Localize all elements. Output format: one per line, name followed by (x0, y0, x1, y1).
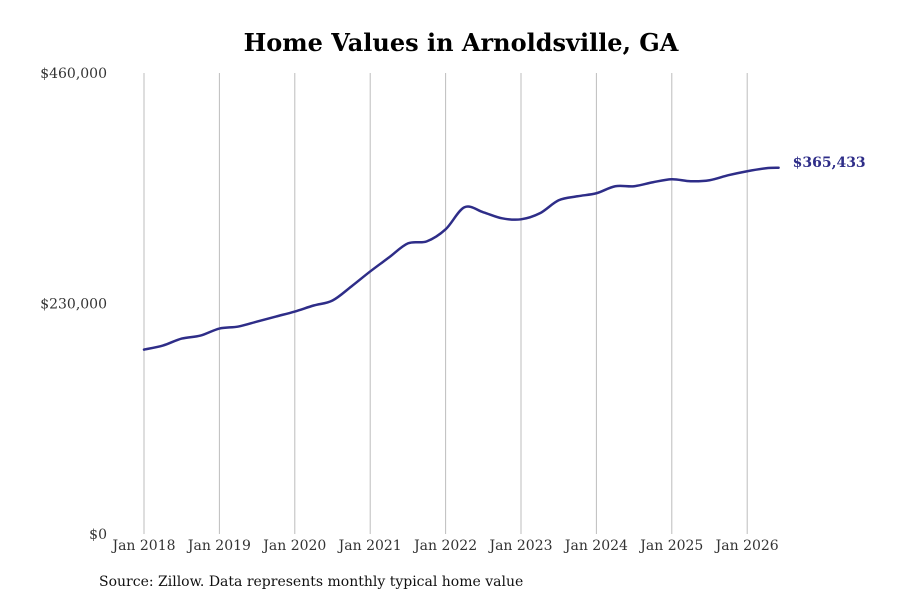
x-tick-label: Jan 2025 (638, 538, 703, 554)
x-tick-label: Jan 2019 (186, 538, 251, 554)
x-axis: Jan 2018 Jan 2019 Jan 2020 Jan 2021 Jan 2022… (110, 538, 778, 554)
chart-title: Home Values in Arnoldsville, GA (243, 28, 679, 57)
source-note: Source: Zillow. Data represents monthly … (99, 574, 524, 590)
x-tick-label: Jan 2020 (261, 538, 326, 554)
series-line (142, 166, 780, 351)
y-tick-label: $230,000 (40, 297, 107, 313)
x-tick-label: Jan 2018 (110, 538, 175, 554)
y-axis: $0 $230,000 $460,000 (40, 66, 107, 543)
x-tick-label: Jan 2022 (412, 538, 477, 554)
y-tick-label: $0 (89, 527, 107, 543)
y-tick-label: $460,000 (40, 66, 107, 82)
x-tick-label: Jan 2026 (714, 538, 779, 554)
gridlines (143, 73, 748, 534)
end-value-label: $365,433 (793, 155, 866, 171)
x-tick-label: Jan 2023 (487, 538, 552, 554)
x-tick-label: Jan 2021 (337, 538, 402, 554)
x-tick-label: Jan 2024 (563, 538, 628, 554)
